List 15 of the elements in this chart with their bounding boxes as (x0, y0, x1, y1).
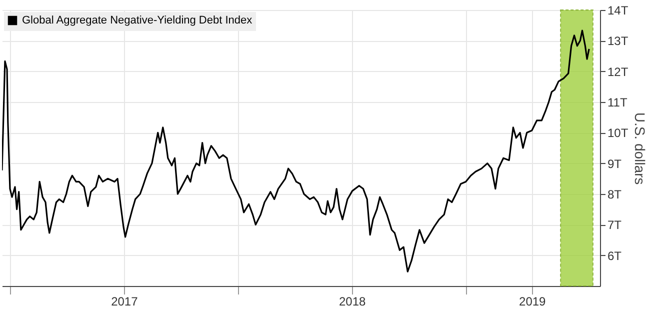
line-series (2, 30, 590, 272)
legend-label: Global Aggregate Negative-Yielding Debt Index (22, 14, 253, 26)
y-tick-label: 7T (608, 218, 622, 232)
y-tick-label: 11T (608, 96, 628, 110)
x-tick-label: 2017 (111, 294, 138, 308)
y-tick-label: 10T (608, 126, 629, 140)
y-tick-label: 13T (608, 34, 629, 48)
y-tick-label: 12T (608, 64, 629, 79)
y-axis-title: U.S. dollars (632, 112, 648, 185)
y-tick-label: 8T (608, 188, 622, 202)
y-tick-label: 6T (608, 248, 622, 263)
y-tick-label: 9T (608, 156, 622, 171)
x-tick-label: 2018 (338, 294, 366, 308)
x-tick-label: 2019 (519, 294, 546, 308)
y-tick-label: 14T (608, 4, 629, 18)
